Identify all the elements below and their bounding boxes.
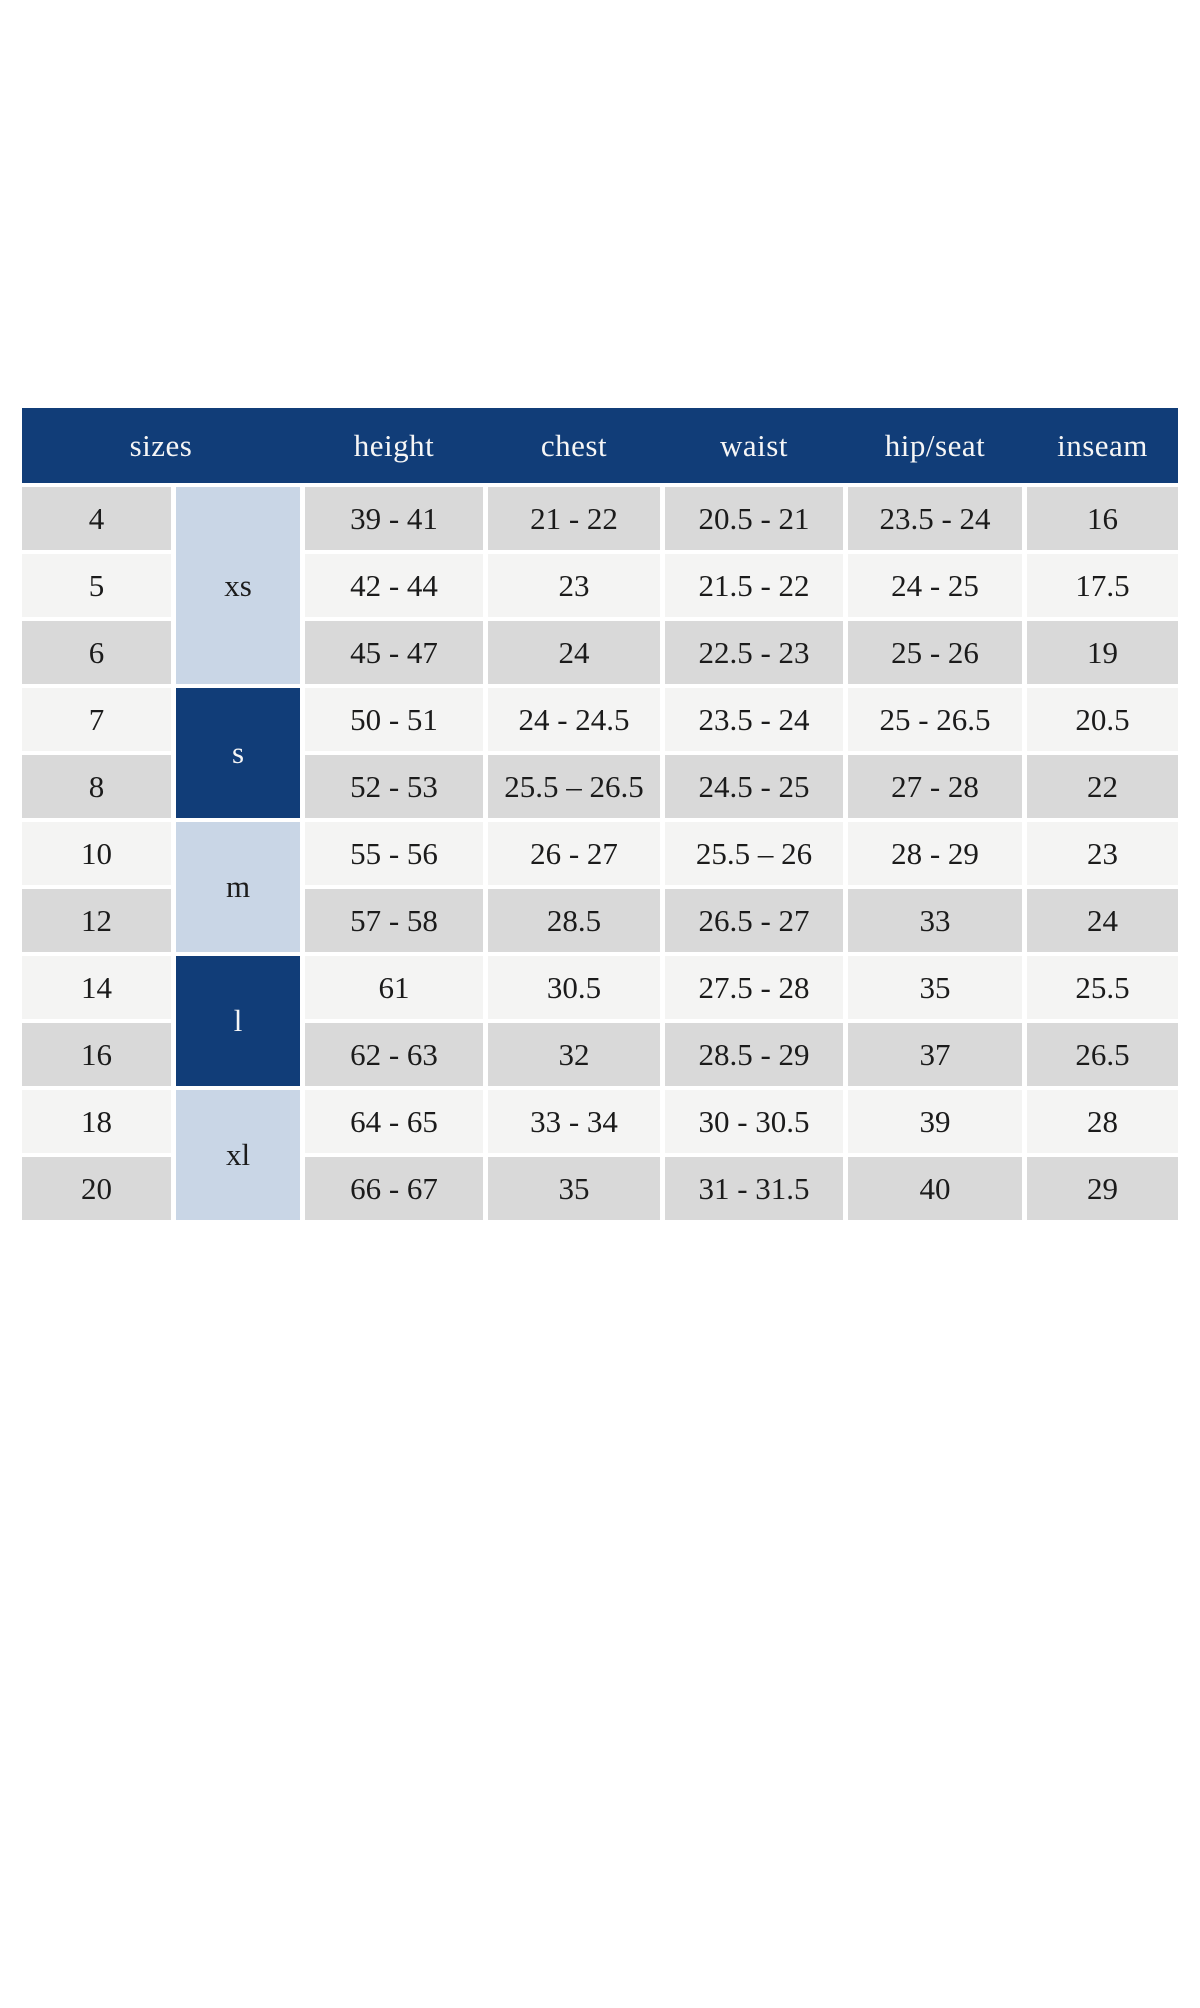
- cell-height: 50 - 51: [305, 688, 483, 751]
- cell-inseam: 22: [1027, 755, 1178, 818]
- column-header-height: height: [353, 427, 435, 463]
- cell-hip-seat: 39: [848, 1090, 1022, 1153]
- cell-chest: 32: [488, 1023, 660, 1086]
- cell-size-group-s: s: [176, 688, 300, 818]
- cell-inseam: 24: [1027, 889, 1178, 952]
- cell-hip-seat: 33: [848, 889, 1022, 952]
- cell-waist: 30 - 30.5: [665, 1090, 843, 1153]
- cell-waist: 27.5 - 28: [665, 956, 843, 1019]
- cell-waist: 22.5 - 23: [665, 621, 843, 684]
- cell-height: 39 - 41: [305, 487, 483, 550]
- cell-size: 20: [22, 1157, 171, 1220]
- cell-size-group-xs: xs: [176, 487, 300, 684]
- cell-height: 42 - 44: [305, 554, 483, 617]
- cell-inseam: 25.5: [1027, 956, 1178, 1019]
- column-header-chest: chest: [540, 427, 608, 463]
- cell-chest: 30.5: [488, 956, 660, 1019]
- cell-chest: 35: [488, 1157, 660, 1220]
- cell-hip-seat: 27 - 28: [848, 755, 1022, 818]
- cell-waist: 21.5 - 22: [665, 554, 843, 617]
- cell-waist: 31 - 31.5: [665, 1157, 843, 1220]
- cell-inseam: 23: [1027, 822, 1178, 885]
- cell-height: 57 - 58: [305, 889, 483, 952]
- cell-size: 14: [22, 956, 171, 1019]
- cell-inseam: 28: [1027, 1090, 1178, 1153]
- table-body: 4 xs 39 - 41 21 - 22 20.5 - 21 23.5 - 24…: [22, 487, 1178, 1220]
- cell-size: 16: [22, 1023, 171, 1086]
- cell-hip-seat: 25 - 26.5: [848, 688, 1022, 751]
- cell-hip-seat: 37: [848, 1023, 1022, 1086]
- cell-size: 7: [22, 688, 171, 751]
- cell-chest: 21 - 22: [488, 487, 660, 550]
- cell-size-group-xl: xl: [176, 1090, 300, 1220]
- cell-size-group-m: m: [176, 822, 300, 952]
- cell-chest: 33 - 34: [488, 1090, 660, 1153]
- cell-hip-seat: 40: [848, 1157, 1022, 1220]
- cell-inseam: 29: [1027, 1157, 1178, 1220]
- cell-inseam: 20.5: [1027, 688, 1178, 751]
- cell-chest: 23: [488, 554, 660, 617]
- cell-chest: 28.5: [488, 889, 660, 952]
- cell-chest: 24: [488, 621, 660, 684]
- cell-waist: 25.5 – 26: [665, 822, 843, 885]
- cell-waist: 20.5 - 21: [665, 487, 843, 550]
- cell-height: 55 - 56: [305, 822, 483, 885]
- cell-size: 6: [22, 621, 171, 684]
- cell-size: 8: [22, 755, 171, 818]
- cell-size: 10: [22, 822, 171, 885]
- cell-waist: 24.5 - 25: [665, 755, 843, 818]
- cell-height: 61: [305, 956, 483, 1019]
- cell-chest: 24 - 24.5: [488, 688, 660, 751]
- cell-chest: 25.5 – 26.5: [488, 755, 660, 818]
- cell-hip-seat: 23.5 - 24: [848, 487, 1022, 550]
- cell-hip-seat: 25 - 26: [848, 621, 1022, 684]
- cell-size: 18: [22, 1090, 171, 1153]
- cell-size: 5: [22, 554, 171, 617]
- cell-waist: 26.5 - 27: [665, 889, 843, 952]
- cell-hip-seat: 35: [848, 956, 1022, 1019]
- cell-height: 66 - 67: [305, 1157, 483, 1220]
- cell-hip-seat: 24 - 25: [848, 554, 1022, 617]
- column-header-hip-seat: hip/seat: [884, 427, 986, 463]
- column-header-sizes: sizes: [129, 427, 193, 463]
- column-header-waist: waist: [720, 427, 788, 463]
- cell-inseam: 17.5: [1027, 554, 1178, 617]
- cell-waist: 28.5 - 29: [665, 1023, 843, 1086]
- cell-size-group-l: l: [176, 956, 300, 1086]
- table-header-row: sizes height chest waist hip/seat inseam: [22, 408, 1178, 483]
- cell-height: 62 - 63: [305, 1023, 483, 1086]
- cell-size: 4: [22, 487, 171, 550]
- cell-hip-seat: 28 - 29: [848, 822, 1022, 885]
- cell-size: 12: [22, 889, 171, 952]
- cell-height: 45 - 47: [305, 621, 483, 684]
- cell-waist: 23.5 - 24: [665, 688, 843, 751]
- cell-inseam: 19: [1027, 621, 1178, 684]
- cell-inseam: 16: [1027, 487, 1178, 550]
- column-header-inseam: inseam: [1057, 427, 1148, 463]
- cell-height: 52 - 53: [305, 755, 483, 818]
- size-chart-table: sizes height chest waist hip/seat inseam…: [22, 408, 1178, 1220]
- cell-inseam: 26.5: [1027, 1023, 1178, 1086]
- cell-chest: 26 - 27: [488, 822, 660, 885]
- cell-height: 64 - 65: [305, 1090, 483, 1153]
